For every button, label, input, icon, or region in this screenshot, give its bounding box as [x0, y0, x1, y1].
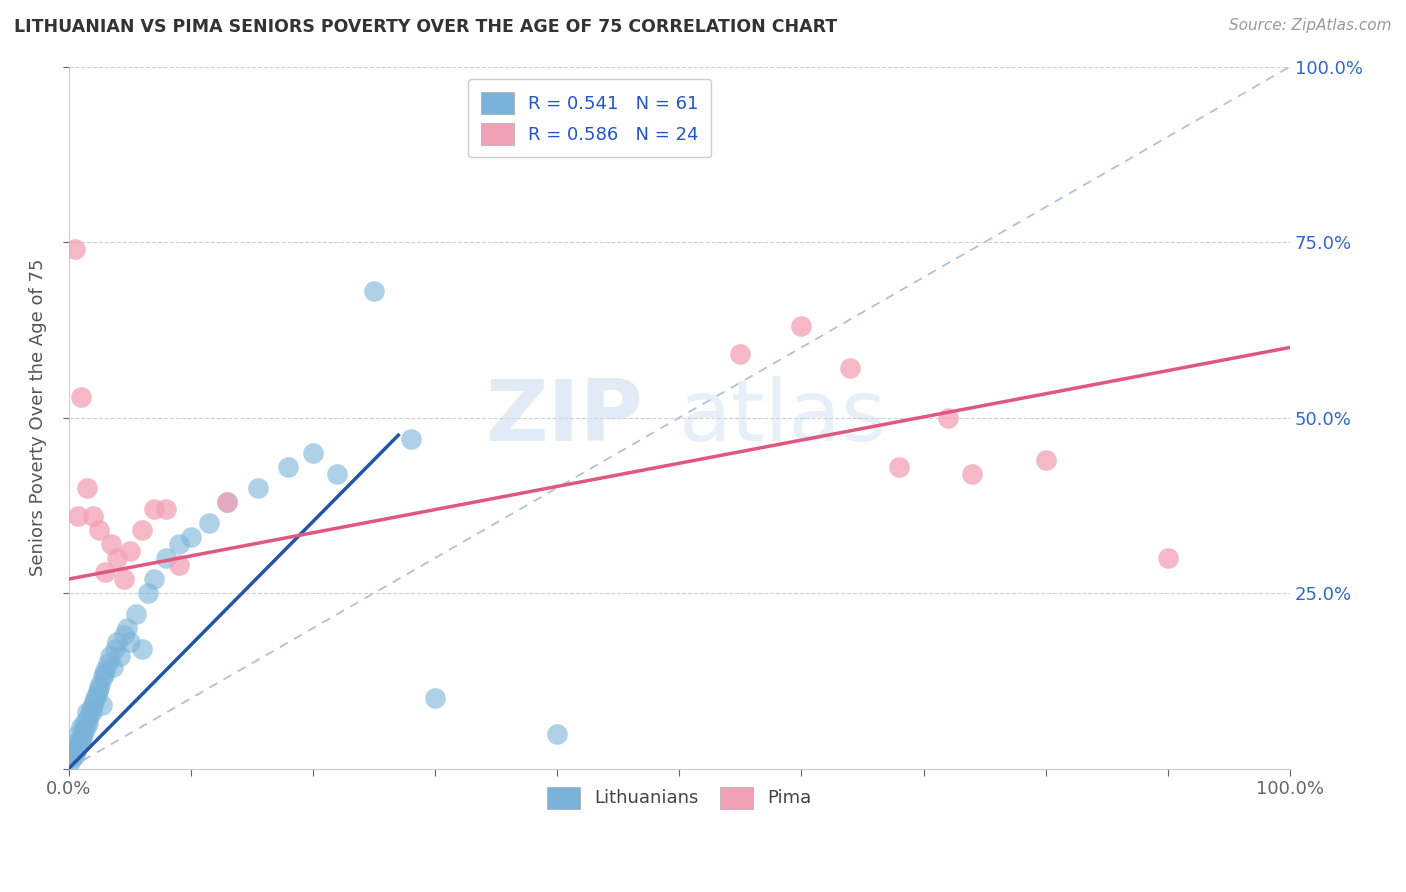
Point	[89, 677, 111, 691]
Point	[423, 691, 446, 706]
Point	[67, 726, 90, 740]
Point	[101, 660, 124, 674]
Point	[87, 684, 110, 698]
Point	[97, 657, 120, 671]
Point	[302, 446, 325, 460]
Point	[112, 628, 135, 642]
Point	[143, 501, 166, 516]
Point	[83, 695, 105, 709]
Point	[60, 751, 83, 765]
Point	[326, 467, 349, 481]
Point	[69, 390, 91, 404]
Point	[198, 516, 221, 530]
Point	[730, 347, 752, 361]
Point	[63, 747, 86, 762]
Point	[1035, 452, 1057, 467]
Point	[77, 716, 100, 731]
Point	[69, 737, 91, 751]
Point	[1157, 551, 1180, 566]
Point	[839, 361, 862, 376]
Point	[107, 635, 129, 649]
Point	[72, 726, 94, 740]
Point	[217, 495, 239, 509]
Point	[94, 565, 117, 579]
Point	[63, 242, 86, 256]
Point	[246, 481, 269, 495]
Point	[62, 744, 84, 758]
Point	[217, 495, 239, 509]
Point	[107, 551, 129, 566]
Point	[98, 649, 121, 664]
Text: LITHUANIAN VS PIMA SENIORS POVERTY OVER THE AGE OF 75 CORRELATION CHART: LITHUANIAN VS PIMA SENIORS POVERTY OVER …	[14, 18, 838, 36]
Point	[100, 537, 122, 551]
Point	[94, 664, 117, 678]
Text: ZIP: ZIP	[485, 376, 643, 459]
Point	[136, 586, 159, 600]
Point	[73, 723, 96, 737]
Point	[75, 719, 97, 733]
Point	[82, 698, 104, 713]
Point	[155, 551, 177, 566]
Point	[76, 706, 98, 720]
Point	[91, 670, 114, 684]
Point	[67, 508, 90, 523]
Point	[125, 607, 148, 622]
Point	[84, 691, 107, 706]
Point	[59, 755, 82, 769]
Point	[399, 432, 422, 446]
Point	[86, 688, 108, 702]
Point	[118, 635, 141, 649]
Point	[180, 530, 202, 544]
Point	[889, 459, 911, 474]
Point	[89, 523, 111, 537]
Point	[108, 649, 131, 664]
Point	[112, 572, 135, 586]
Point	[167, 558, 190, 572]
Point	[277, 459, 299, 474]
Point	[69, 719, 91, 733]
Point	[67, 733, 90, 747]
Point	[73, 716, 96, 731]
Point	[118, 544, 141, 558]
Point	[69, 733, 91, 747]
Point	[790, 319, 813, 334]
Text: atlas: atlas	[679, 376, 887, 459]
Point	[76, 713, 98, 727]
Point	[63, 740, 86, 755]
Text: Source: ZipAtlas.com: Source: ZipAtlas.com	[1229, 18, 1392, 33]
Point	[962, 467, 984, 481]
Point	[131, 642, 153, 657]
Point	[70, 730, 93, 744]
Point	[167, 537, 190, 551]
Point	[131, 523, 153, 537]
Legend: Lithuanians, Pima: Lithuanians, Pima	[540, 780, 818, 816]
Point	[66, 740, 89, 755]
Point	[143, 572, 166, 586]
Point	[65, 744, 87, 758]
Point	[89, 681, 111, 695]
Point	[104, 642, 127, 657]
Point	[79, 702, 101, 716]
Point	[90, 698, 112, 713]
Y-axis label: Seniors Poverty Over the Age of 75: Seniors Poverty Over the Age of 75	[30, 259, 46, 576]
Point	[363, 285, 385, 299]
Point	[93, 666, 115, 681]
Point	[546, 726, 568, 740]
Point	[936, 410, 959, 425]
Point	[115, 621, 138, 635]
Point	[79, 709, 101, 723]
Point	[80, 706, 103, 720]
Point	[82, 508, 104, 523]
Point	[60, 747, 83, 762]
Point	[155, 501, 177, 516]
Point	[76, 481, 98, 495]
